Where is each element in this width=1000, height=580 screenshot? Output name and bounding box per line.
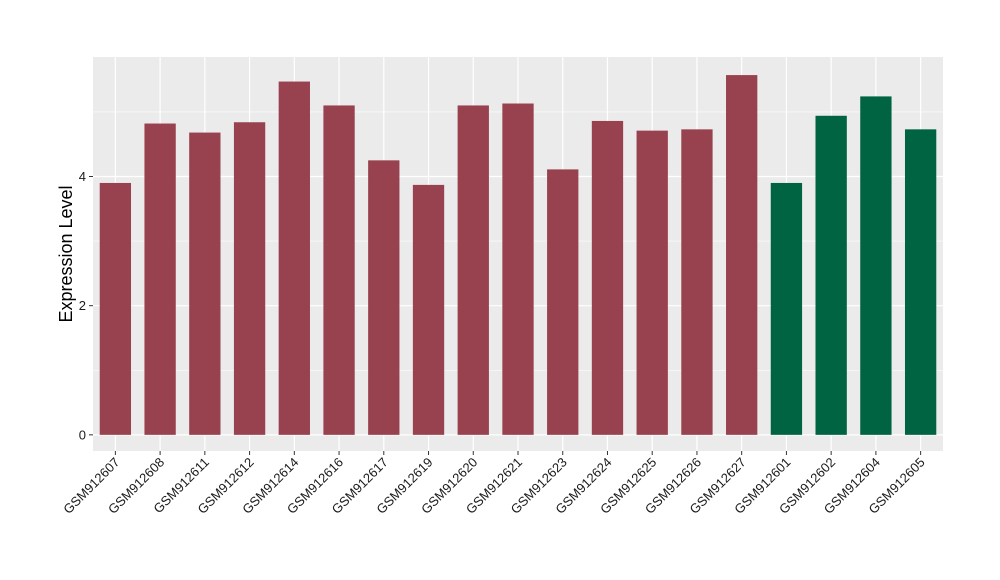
y-axis-title: Expression Level	[56, 185, 76, 322]
bar-gsm912614	[278, 81, 310, 435]
y-tick-label: 2	[79, 298, 86, 313]
bar-gsm912625	[636, 130, 668, 435]
bar-gsm912621	[502, 103, 534, 435]
bar-gsm912611	[189, 132, 221, 435]
bar-gsm912602	[815, 115, 847, 435]
bar-gsm912616	[323, 105, 355, 435]
bar-gsm912617	[368, 160, 400, 435]
bar-gsm912607	[99, 182, 132, 435]
bar-gsm912624	[591, 120, 624, 435]
bar-gsm912608	[144, 123, 176, 435]
bar-gsm912620	[457, 105, 489, 435]
y-tick-label: 4	[79, 169, 86, 184]
y-axis: 0 2 4	[79, 169, 93, 442]
y-tick-label: 0	[79, 427, 86, 442]
bar-gsm912612	[233, 122, 266, 435]
bar-gsm912623	[547, 169, 579, 435]
bars	[99, 75, 937, 435]
bar-gsm912626	[681, 129, 713, 435]
bar-gsm912601	[770, 182, 803, 435]
bar-gsm912627	[726, 75, 758, 435]
bar-gsm912619	[412, 184, 445, 435]
bar-gsm912605	[904, 129, 937, 435]
bar-gsm912604	[860, 96, 892, 435]
x-axis: GSM912607GSM912608GSM912611GSM912612GSM9…	[60, 451, 928, 517]
